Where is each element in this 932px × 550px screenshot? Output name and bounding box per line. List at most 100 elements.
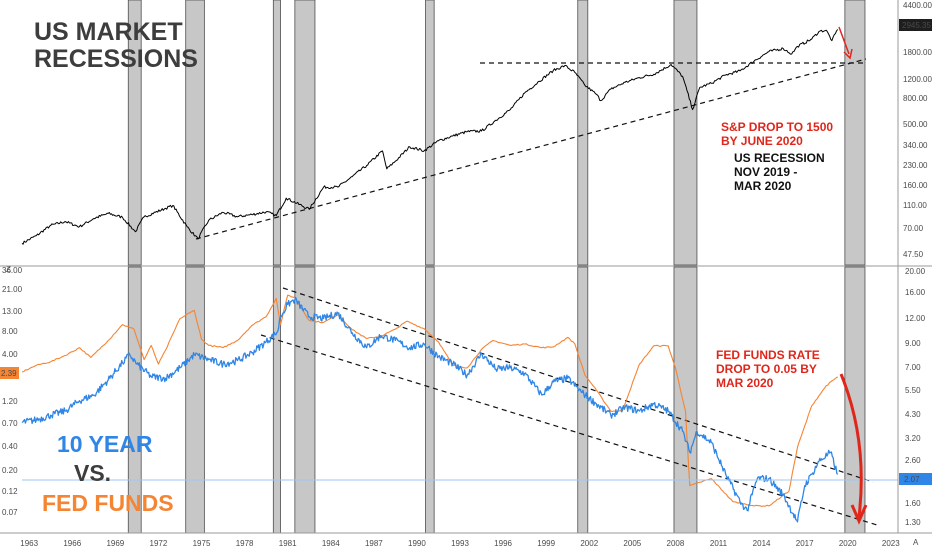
- recession-band-top-2: [272, 0, 281, 266]
- rates-left-tick-4: 4.00: [2, 350, 18, 359]
- right-value-tag: [899, 473, 932, 485]
- recession-band-top-0: [127, 0, 142, 266]
- x-tick-1999: 1999: [537, 539, 555, 548]
- recession-annotation-line-2: NOV 2019 -: [734, 165, 797, 179]
- rates-right-tick-7: 3.20: [905, 434, 921, 443]
- x-tick-1990: 1990: [408, 539, 426, 548]
- x-tick-1972: 1972: [150, 539, 168, 548]
- x-tick-2002: 2002: [580, 539, 598, 548]
- fed-annotation-line-1: FED FUNDS RATE: [716, 348, 820, 362]
- rates-left-tick-3: 8.00: [2, 327, 18, 336]
- left-value-tag: [0, 367, 19, 379]
- spx-y-tick-4: 800.00: [903, 94, 928, 103]
- rates-right-tick-5: 5.50: [905, 386, 921, 395]
- fed-annotation-line-2: DROP TO 0.05 BY: [716, 362, 817, 376]
- legend-fed-funds: FED FUNDS: [42, 490, 174, 516]
- series-layer: [21, 29, 898, 523]
- legend-10-year: 10 YEAR: [57, 431, 153, 457]
- chart-title-line-1: US MARKET: [34, 18, 183, 46]
- rates-left-tick-11: 0.07: [2, 508, 18, 517]
- spx-y-tick-10: 70.00: [903, 224, 924, 233]
- recession-band-bottom-6: [673, 266, 698, 534]
- spx-forecast-arrow: [838, 26, 850, 55]
- spx-price-line: [21, 29, 839, 245]
- spx-y-tick-2: 1800.00: [903, 48, 932, 57]
- rates-left-tick-1: 21.00: [2, 285, 23, 294]
- x-tick-1975: 1975: [193, 539, 211, 548]
- spx-y-tick-6: 340.00: [903, 141, 928, 150]
- x-tick-1969: 1969: [106, 539, 124, 548]
- x-tick-2011: 2011: [710, 539, 728, 548]
- spx-last-value-label: 2945.35: [902, 21, 931, 30]
- x-tick-2020: 2020: [839, 539, 857, 548]
- recession-band-bottom-2: [272, 266, 281, 534]
- rates-left-tick-9: 0.20: [2, 466, 18, 475]
- spx-y-tick-8: 160.00: [903, 181, 928, 190]
- recession-band-top-5: [577, 0, 589, 266]
- rates-right-tick-11: 1.30: [905, 518, 921, 527]
- rates-left-tick-0: 36.00: [2, 266, 23, 275]
- spx-drop-annotation-line-2: BY JUNE 2020: [721, 134, 803, 148]
- spx-support-trendline: [195, 58, 867, 240]
- x-tick-1996: 1996: [494, 539, 512, 548]
- spx-forecast-arrowhead: [843, 48, 853, 60]
- x-tick-2014: 2014: [753, 539, 771, 548]
- recession-band-top-7: [844, 0, 866, 266]
- rates-left-tick-8: 0.40: [2, 442, 18, 451]
- bottom-panel-background: [22, 267, 898, 533]
- x-tick-2008: 2008: [667, 539, 685, 548]
- recession-annotation-line-3: MAR 2020: [734, 179, 792, 193]
- recession-band-bottom-4: [425, 266, 435, 534]
- rates-left-tick-7: 0.70: [2, 419, 18, 428]
- spx-y-tick-9: 110.00: [903, 201, 927, 210]
- rates-right-tick-6: 4.30: [905, 410, 921, 419]
- fed-funds-forecast-arrow: [839, 373, 863, 518]
- spx-y-tick-0: 4400.00: [903, 1, 932, 10]
- recession-band-bottom-5: [577, 266, 589, 534]
- fed-funds-forecast-arrowhead: [850, 504, 868, 525]
- right-value-label: 2.07: [904, 475, 920, 484]
- recession-band-top-3: [294, 0, 316, 266]
- x-tick-1978: 1978: [236, 539, 254, 548]
- rates-upper-channel-line: [282, 287, 874, 483]
- a-marker-icon: A: [913, 538, 919, 547]
- x-tick-1993: 1993: [451, 539, 469, 548]
- spx-y-tick-7: 230.00: [903, 161, 928, 170]
- rates-left-tick-6: 1.20: [2, 397, 18, 406]
- x-tick-2005: 2005: [623, 539, 641, 548]
- rates-left-tick-2: 13.00: [2, 307, 23, 316]
- x-tick-1966: 1966: [63, 539, 81, 548]
- x-tick-1984: 1984: [322, 539, 340, 548]
- spx-y-tick-3: 1200.00: [903, 75, 932, 84]
- rates-right-tick-8: 2.60: [905, 456, 921, 465]
- recession-band-bottom-1: [185, 266, 205, 534]
- x-tick-1981: 1981: [279, 539, 297, 548]
- recession-bands: [127, 0, 866, 534]
- forecast-arrows: [838, 26, 868, 525]
- recession-annotation-line-1: US RECESSION: [734, 151, 825, 165]
- x-tick-2017: 2017: [796, 539, 814, 548]
- trend-lines: [195, 58, 878, 526]
- left-value-label: 2.39: [1, 369, 17, 378]
- rates-right-tick-0: 20.00: [905, 267, 926, 276]
- recession-band-top-1: [185, 0, 205, 266]
- z-marker-icon: Z: [6, 265, 11, 274]
- fed-annotation-line-3: MAR 2020: [716, 376, 774, 390]
- rates-right-tick-3: 9.00: [905, 339, 921, 348]
- x-tick-2023: 2023: [882, 539, 900, 548]
- rates-right-tick-10: 1.60: [905, 499, 921, 508]
- legend-vs: VS.: [74, 460, 111, 486]
- chart-title-line-2: RECESSIONS: [34, 45, 198, 73]
- recession-band-bottom-3: [294, 266, 316, 534]
- spx-drop-annotation-line-1: S&P DROP TO 1500: [721, 120, 833, 134]
- x-tick-1987: 1987: [365, 539, 383, 548]
- rates-right-tick-1: 16.00: [905, 288, 926, 297]
- rates-right-tick-4: 7.00: [905, 363, 921, 372]
- top-panel-background: [22, 0, 898, 265]
- x-tick-1963: 1963: [20, 539, 38, 548]
- recession-band-top-6: [673, 0, 698, 266]
- rates-right-tick-2: 12.00: [905, 314, 926, 323]
- spx-y-tick-11: 47.50: [903, 250, 924, 259]
